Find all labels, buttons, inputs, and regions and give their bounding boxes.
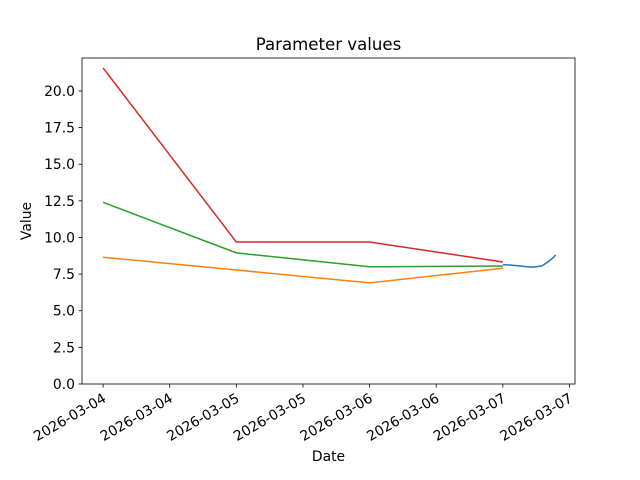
y-tick-label: 5.0 bbox=[53, 304, 75, 320]
y-tick-label: 12.5 bbox=[44, 194, 75, 210]
y-tick-label: 7.5 bbox=[53, 267, 75, 283]
series-lines bbox=[102, 67, 557, 284]
blue-series bbox=[502, 254, 557, 268]
red-series bbox=[102, 67, 503, 263]
orange-series bbox=[103, 256, 503, 284]
green-series bbox=[102, 201, 503, 268]
y-tick-label: 10.0 bbox=[44, 230, 75, 246]
y-tick-label: 17.5 bbox=[44, 121, 75, 137]
y-axis-label: Value bbox=[19, 202, 35, 240]
axes-frame bbox=[81, 57, 576, 385]
chart-title: Parameter values bbox=[256, 35, 402, 54]
y-tick-label: 15.0 bbox=[44, 157, 75, 173]
y-tick-label: 0.0 bbox=[53, 377, 75, 393]
y-tick-label: 2.5 bbox=[53, 340, 75, 356]
y-axis: 0.0 2.5 5.0 7.5 10.0 12.5 15.0 17.5 20.0 bbox=[44, 84, 82, 393]
y-tick-label: 20.0 bbox=[44, 84, 75, 100]
x-axis-label: Date bbox=[312, 449, 345, 465]
